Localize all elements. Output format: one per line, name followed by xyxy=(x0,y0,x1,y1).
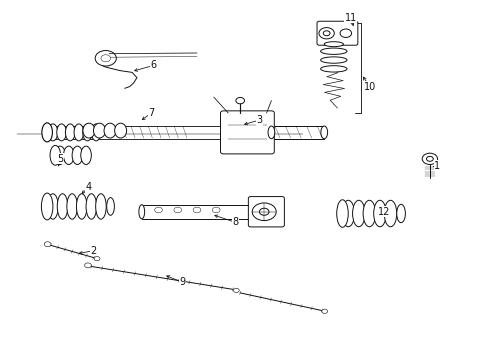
Circle shape xyxy=(259,208,269,215)
Text: 12: 12 xyxy=(378,207,391,217)
Ellipse shape xyxy=(94,123,105,138)
Ellipse shape xyxy=(139,205,145,219)
FancyBboxPatch shape xyxy=(220,111,274,154)
Text: 6: 6 xyxy=(151,60,157,70)
Ellipse shape xyxy=(57,194,68,219)
Ellipse shape xyxy=(115,123,126,138)
Circle shape xyxy=(319,28,334,39)
Ellipse shape xyxy=(67,194,77,219)
Ellipse shape xyxy=(104,123,116,138)
Ellipse shape xyxy=(64,146,74,165)
Circle shape xyxy=(95,50,116,66)
Text: 5: 5 xyxy=(57,154,63,164)
Circle shape xyxy=(212,207,220,213)
Circle shape xyxy=(193,207,201,213)
Ellipse shape xyxy=(76,194,87,219)
Ellipse shape xyxy=(107,198,114,215)
Circle shape xyxy=(155,207,162,213)
Ellipse shape xyxy=(57,124,66,141)
Ellipse shape xyxy=(86,194,97,219)
Text: 9: 9 xyxy=(179,277,186,287)
Text: 11: 11 xyxy=(344,13,357,23)
Circle shape xyxy=(233,288,239,293)
Circle shape xyxy=(44,242,51,247)
Circle shape xyxy=(236,98,245,104)
Circle shape xyxy=(323,31,330,36)
Ellipse shape xyxy=(83,123,95,138)
Ellipse shape xyxy=(320,57,347,63)
Ellipse shape xyxy=(83,124,92,141)
FancyBboxPatch shape xyxy=(248,197,284,227)
Ellipse shape xyxy=(65,124,75,141)
Text: 10: 10 xyxy=(364,81,376,91)
Text: 7: 7 xyxy=(148,108,154,118)
Ellipse shape xyxy=(48,124,58,141)
Circle shape xyxy=(252,203,276,221)
Text: 4: 4 xyxy=(86,182,92,192)
Ellipse shape xyxy=(353,200,365,227)
Circle shape xyxy=(94,257,100,261)
Ellipse shape xyxy=(374,200,386,227)
Ellipse shape xyxy=(55,146,65,165)
Ellipse shape xyxy=(363,200,376,227)
Ellipse shape xyxy=(320,48,347,54)
Ellipse shape xyxy=(81,146,91,165)
Circle shape xyxy=(85,263,91,268)
Ellipse shape xyxy=(96,194,106,219)
Text: 8: 8 xyxy=(232,217,239,227)
Ellipse shape xyxy=(397,204,405,223)
Ellipse shape xyxy=(324,42,343,47)
Ellipse shape xyxy=(384,200,397,227)
Ellipse shape xyxy=(42,123,52,142)
Text: 2: 2 xyxy=(91,246,97,256)
Ellipse shape xyxy=(48,194,58,219)
Ellipse shape xyxy=(337,200,348,227)
Ellipse shape xyxy=(268,126,275,139)
Circle shape xyxy=(340,29,352,37)
Circle shape xyxy=(101,55,111,62)
Ellipse shape xyxy=(74,124,84,141)
Ellipse shape xyxy=(72,146,83,165)
FancyBboxPatch shape xyxy=(317,21,358,45)
Ellipse shape xyxy=(321,126,328,139)
Ellipse shape xyxy=(342,200,354,227)
Text: 1: 1 xyxy=(434,161,440,171)
Circle shape xyxy=(426,156,433,161)
Circle shape xyxy=(322,309,328,313)
Text: 3: 3 xyxy=(256,115,263,125)
Ellipse shape xyxy=(91,124,101,141)
Ellipse shape xyxy=(320,66,347,72)
Ellipse shape xyxy=(41,193,53,220)
Circle shape xyxy=(174,207,182,213)
Circle shape xyxy=(422,153,438,165)
Ellipse shape xyxy=(50,145,61,165)
